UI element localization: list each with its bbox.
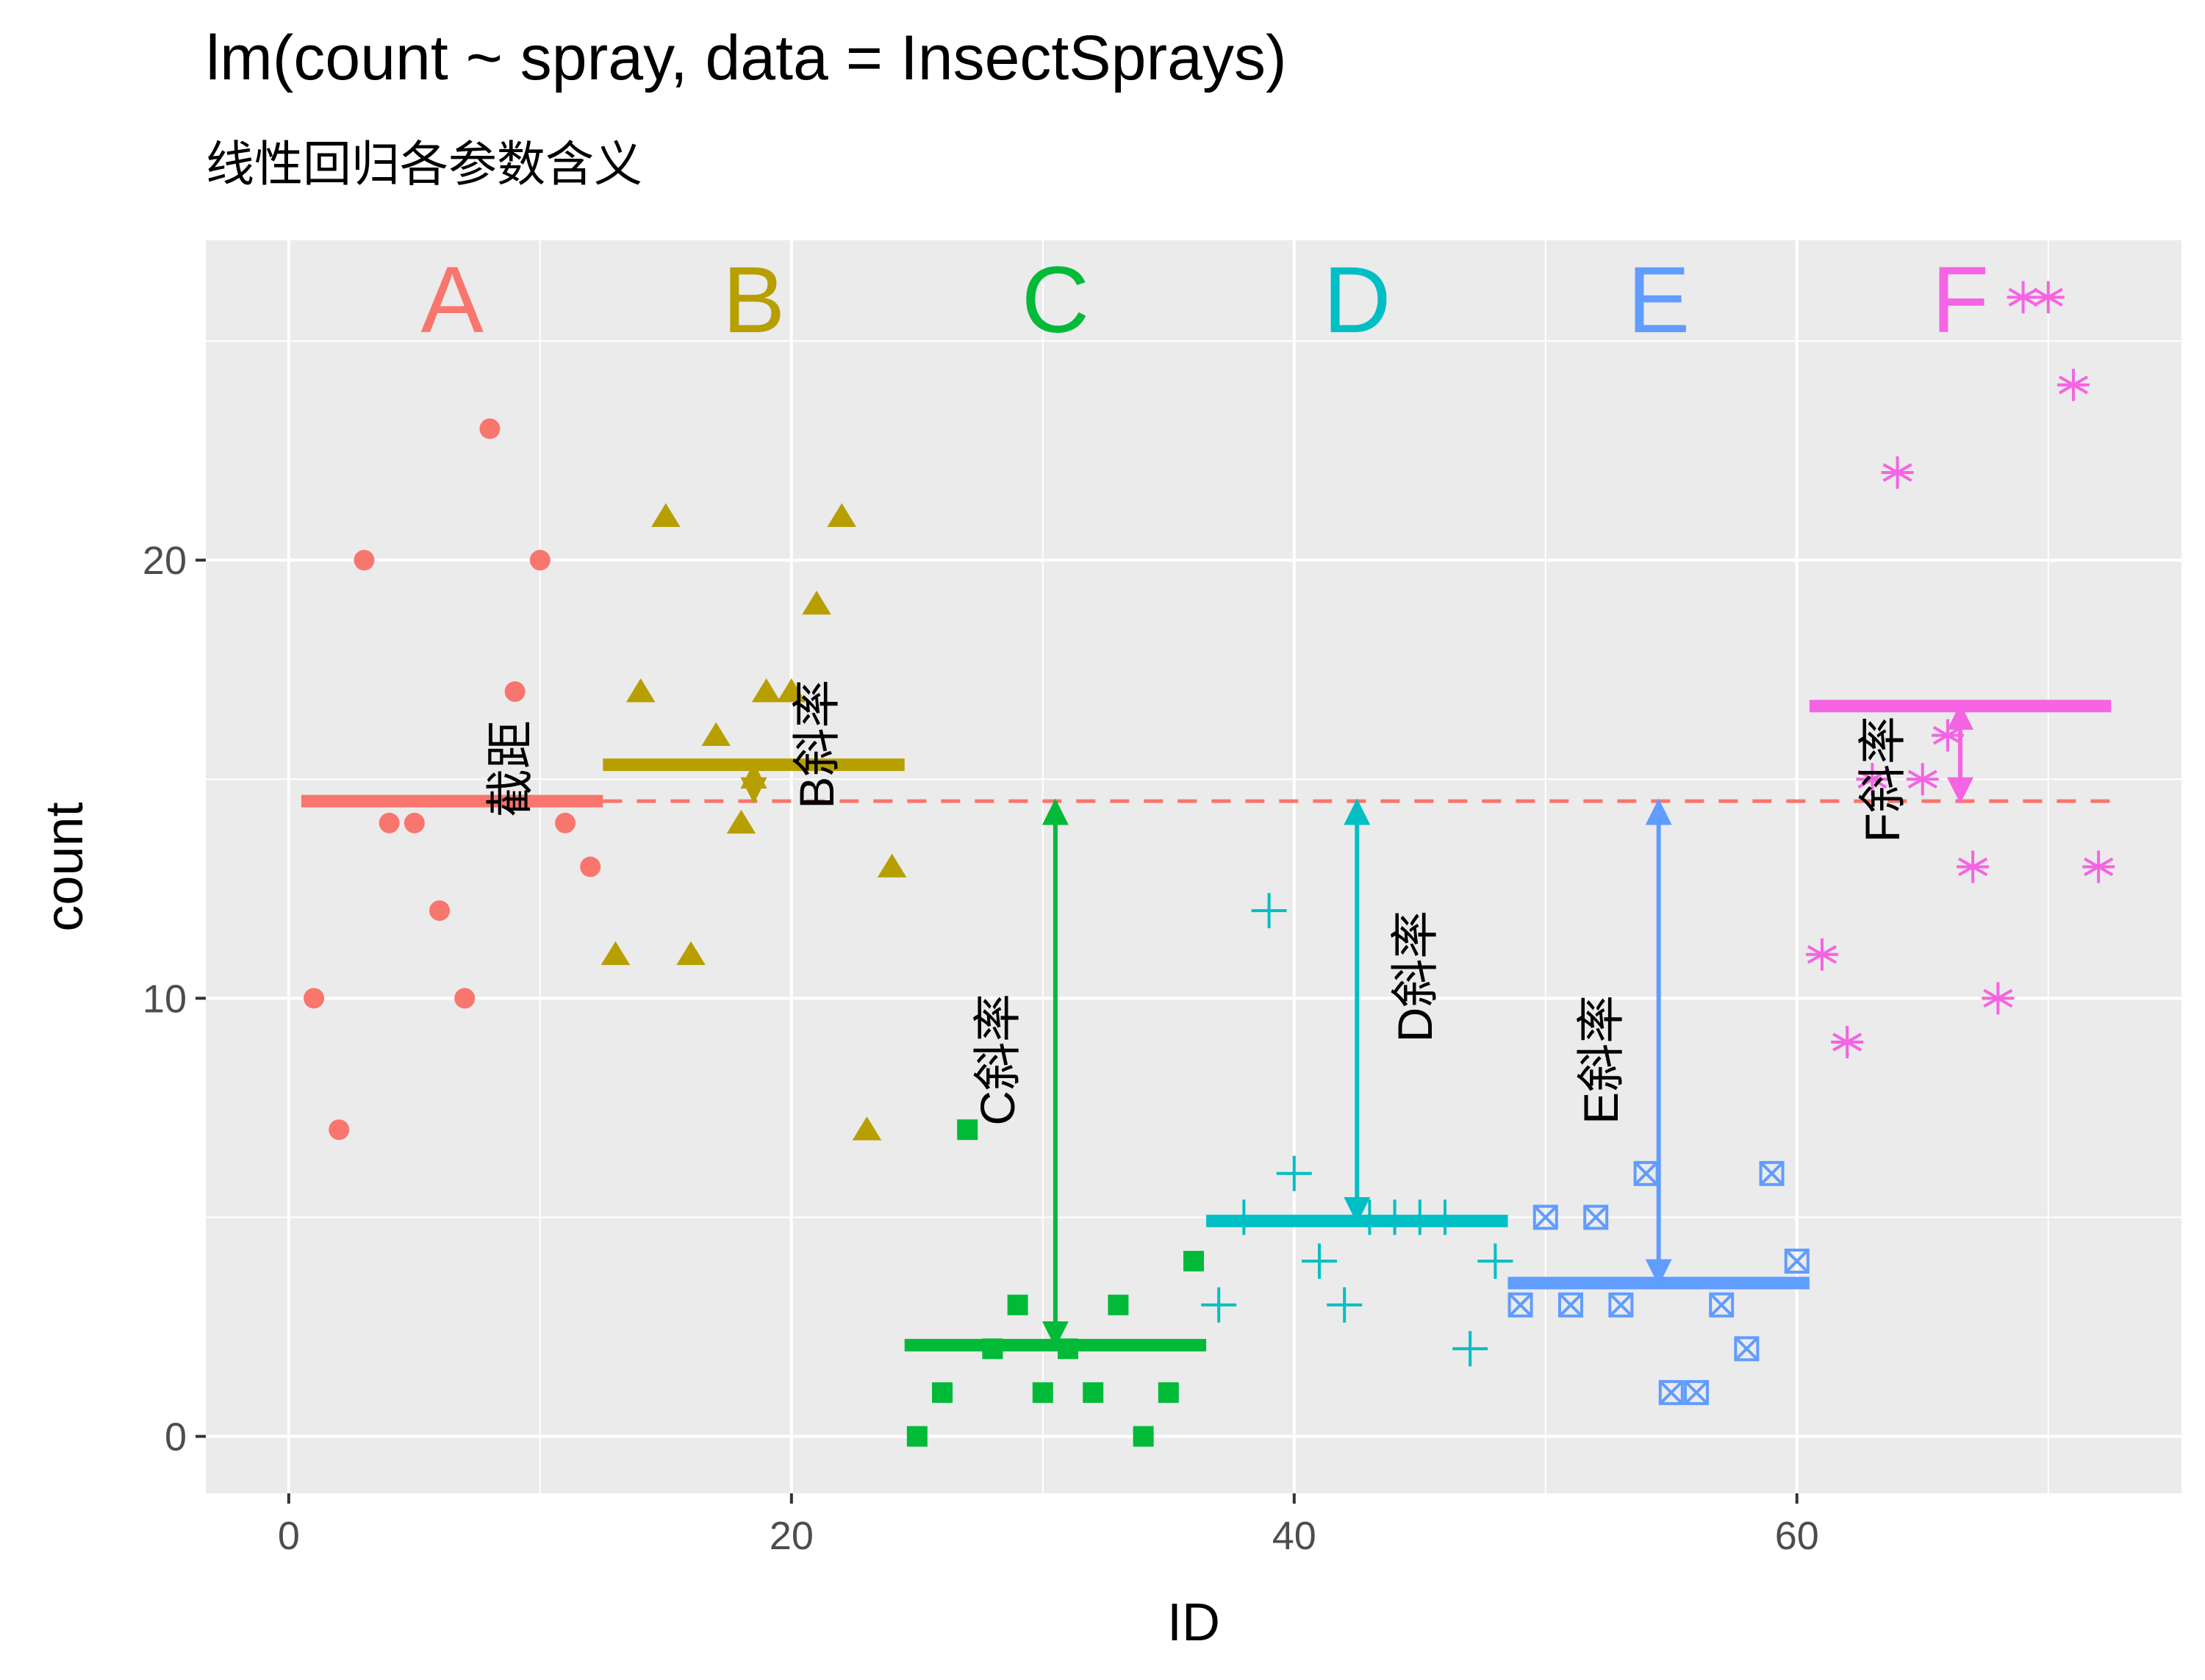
plot-panel	[206, 240, 2181, 1493]
point-f	[1957, 850, 1990, 883]
point-d	[1477, 1243, 1513, 1279]
point-f	[1881, 456, 1914, 489]
intercept-label: 截距	[483, 720, 537, 817]
y-tick-label: 10	[143, 977, 187, 1021]
point-e	[1557, 1292, 1583, 1318]
point-d	[1276, 1155, 1312, 1191]
point-e	[1784, 1249, 1810, 1274]
point-f	[1805, 938, 1838, 971]
point-a	[354, 550, 375, 571]
point-c	[1133, 1426, 1154, 1447]
point-f	[1982, 982, 2015, 1015]
point-d	[1251, 893, 1287, 929]
point-f	[2032, 281, 2065, 314]
point-f	[2057, 368, 2090, 401]
point-b	[852, 1116, 882, 1141]
group-label-f: F	[1932, 248, 1989, 353]
point-a	[555, 812, 576, 833]
y-tick-label: 0	[165, 1415, 187, 1460]
point-c	[1083, 1382, 1104, 1403]
slope-label-e: E斜率	[1574, 995, 1628, 1124]
point-a	[404, 812, 425, 833]
chart-title: lm(count ~ spray, data = InsectSprays)	[206, 23, 1287, 93]
x-tick-label: 20	[770, 1514, 814, 1558]
point-a	[454, 988, 476, 1009]
point-d	[1452, 1331, 1488, 1367]
group-label-c: C	[1022, 248, 1089, 353]
point-b	[726, 809, 756, 834]
chart-subtitle: 线性回归各参数含义	[206, 136, 642, 193]
point-c	[1183, 1251, 1204, 1272]
point-c	[982, 1338, 1003, 1360]
point-c	[1058, 1338, 1079, 1360]
point-e	[1507, 1292, 1533, 1318]
group-label-e: E	[1627, 248, 1690, 353]
y-axis-title: count	[35, 802, 94, 931]
group-label-a: A	[420, 248, 484, 353]
point-a	[429, 900, 451, 922]
x-tick-label: 0	[278, 1514, 300, 1558]
point-d	[1301, 1243, 1337, 1279]
point-c	[1032, 1382, 1053, 1403]
point-b	[701, 722, 731, 747]
point-e	[1683, 1379, 1709, 1405]
point-e	[1658, 1379, 1684, 1405]
point-f	[1831, 1025, 1864, 1058]
point-e	[1709, 1292, 1735, 1318]
point-d	[1201, 1287, 1237, 1323]
point-b	[751, 678, 781, 703]
point-d	[1226, 1199, 1262, 1235]
point-e	[1734, 1336, 1760, 1362]
point-b	[676, 941, 706, 966]
point-b	[877, 853, 907, 877]
point-f	[2082, 850, 2115, 883]
x-tick-label: 60	[1775, 1514, 1819, 1558]
y-tick-label: 20	[143, 539, 187, 583]
point-b	[600, 941, 631, 966]
slope-label-c: C斜率	[970, 994, 1025, 1126]
group-label-d: D	[1323, 248, 1391, 353]
point-e	[1532, 1205, 1558, 1230]
point-a	[479, 418, 501, 439]
point-a	[304, 988, 325, 1009]
point-c	[957, 1119, 978, 1141]
point-e	[1608, 1292, 1634, 1318]
point-e	[1759, 1160, 1785, 1186]
point-a	[580, 856, 601, 877]
point-a	[529, 550, 551, 571]
slope-label-d: D斜率	[1388, 911, 1442, 1043]
point-b	[827, 503, 857, 527]
point-c	[1007, 1294, 1028, 1315]
point-d	[1327, 1287, 1363, 1323]
point-b	[802, 590, 831, 615]
point-c	[906, 1426, 928, 1447]
point-c	[1108, 1294, 1129, 1315]
point-a	[379, 812, 400, 833]
point-d	[1427, 1199, 1463, 1235]
point-c	[932, 1382, 953, 1403]
point-f	[1856, 763, 1889, 796]
point-c	[1158, 1382, 1179, 1403]
point-b	[777, 678, 806, 703]
point-f	[1906, 763, 1939, 796]
point-b	[651, 503, 681, 527]
x-tick-label: 40	[1272, 1514, 1316, 1558]
slope-label-f: F斜率	[1855, 716, 1910, 842]
slope-label-b: B斜率	[789, 680, 844, 809]
point-a	[329, 1119, 350, 1141]
point-b	[625, 678, 656, 703]
point-e	[1583, 1205, 1609, 1230]
point-a	[504, 681, 526, 703]
group-label-b: B	[723, 248, 785, 353]
x-axis-title: ID	[1167, 1593, 1220, 1652]
